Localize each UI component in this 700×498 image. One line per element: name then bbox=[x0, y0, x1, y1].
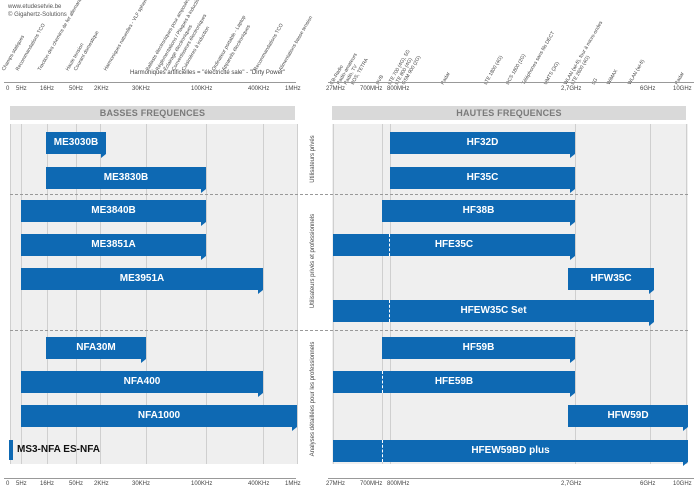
hf-source-label: Radar bbox=[439, 71, 452, 86]
category-label-professional: Analyses détaillées pour les professionn… bbox=[310, 341, 316, 457]
product-bar-hfe35c[interactable]: HFE35C bbox=[333, 234, 575, 260]
tick-label: 10GHz bbox=[673, 481, 692, 487]
tick-label: 30KHz bbox=[132, 86, 151, 92]
product-bar-hfew35c-set[interactable]: HFEW35C Set bbox=[333, 300, 654, 326]
product-bar-me3840b[interactable]: ME3840B bbox=[21, 200, 206, 226]
product-bar-hf32d[interactable]: HF32D bbox=[390, 132, 575, 158]
tick-label: 700MHz bbox=[360, 481, 383, 487]
hf-source-label: WiMAX bbox=[605, 68, 620, 86]
hf-source-label: WLAN (wi-fi), four à micro-ondes bbox=[562, 20, 605, 86]
bar-marker bbox=[389, 234, 390, 256]
tick-label: 27MHz bbox=[326, 86, 346, 92]
hf-source-label: DVB bbox=[374, 74, 386, 86]
product-bar-nfa30m[interactable]: NFA30M bbox=[46, 337, 146, 363]
tick-label: 1MHz bbox=[285, 86, 301, 92]
tick-label: 800MHz bbox=[387, 481, 410, 487]
ms3-nfa-marker bbox=[9, 440, 13, 460]
product-bar-nfa400[interactable]: NFA400 bbox=[21, 371, 263, 397]
product-bar-hf38b[interactable]: HF38B bbox=[382, 200, 575, 226]
lf-harmonics-note: Harmoniques artificielles = "électricité… bbox=[130, 70, 286, 76]
product-bar-me3830b[interactable]: ME3830B bbox=[46, 167, 206, 193]
tick-label: 6GHz bbox=[640, 86, 656, 92]
category-label-private: Utilisateurs privés bbox=[310, 135, 316, 183]
tick-label: 30KHz bbox=[132, 481, 151, 487]
tick-label: 10GHz bbox=[673, 86, 692, 92]
tick-label: 2,7GHz bbox=[561, 481, 582, 487]
hf-bottom-axis bbox=[328, 478, 694, 479]
tick-label: 800MHz bbox=[387, 86, 410, 92]
product-bar-me3030b[interactable]: ME3030B bbox=[46, 132, 106, 158]
product-bar-hf59b[interactable]: HF59B bbox=[382, 337, 575, 363]
product-bar-nfa1000[interactable]: NFA1000 bbox=[21, 405, 297, 431]
bar-marker bbox=[382, 371, 383, 393]
hf-section-header: HAUTES FREQUENCES bbox=[332, 106, 686, 120]
bar-marker bbox=[389, 300, 390, 322]
tick-label: 100KHz bbox=[191, 481, 213, 487]
tick-label: 2,7GHz bbox=[561, 86, 582, 92]
product-bar-hf35c[interactable]: HF35C bbox=[390, 167, 575, 193]
tick-label: 5Hz bbox=[16, 86, 27, 92]
copyright: © Gigahertz-Solutions bbox=[8, 12, 67, 18]
tick-label: 100KHz bbox=[191, 86, 213, 92]
tick-label: 700MHz bbox=[360, 86, 383, 92]
tick-label: 50Hz bbox=[69, 481, 84, 487]
lf-top-axis bbox=[4, 82, 296, 83]
tick-label: 16Hz bbox=[40, 86, 55, 92]
tick-label: 0 bbox=[6, 481, 10, 487]
tick-label: 5Hz bbox=[16, 481, 27, 487]
hf-source-label: Radar bbox=[673, 71, 686, 86]
tick-label: 27MHz bbox=[326, 481, 346, 487]
product-bar-me3951a[interactable]: ME3951A bbox=[21, 268, 263, 294]
category-separator bbox=[10, 194, 688, 195]
product-bar-hfew59bd-plus[interactable]: HFEW59BD plus bbox=[333, 440, 688, 466]
category-label-private-pro: Utilisateurs privés et professionnels bbox=[310, 213, 316, 309]
product-bar-hfe59b[interactable]: HFE59B bbox=[333, 371, 575, 397]
hf-top-axis bbox=[328, 82, 694, 83]
tick-label: 2KHz bbox=[94, 481, 109, 487]
category-separator bbox=[10, 330, 688, 331]
tick-label: 2KHz bbox=[94, 86, 109, 92]
tick-label: 0 bbox=[6, 86, 10, 92]
product-label-ms3-nfa-es-nfa[interactable]: MS3-NFA ES-NFA bbox=[17, 444, 100, 455]
tick-label: 16Hz bbox=[40, 481, 55, 487]
site-url: www.etudesetvie.be bbox=[8, 4, 62, 10]
tick-label: 6GHz bbox=[640, 481, 656, 487]
product-bar-me3851a[interactable]: ME3851A bbox=[21, 234, 206, 260]
lf-bottom-axis bbox=[4, 478, 296, 479]
tick-label: 400KHz bbox=[248, 481, 270, 487]
bar-marker bbox=[382, 440, 383, 462]
product-bar-hfw59d[interactable]: HFW59D bbox=[568, 405, 688, 431]
lf-source-label: Harmoniques naturelles - VLF spherics bbox=[102, 0, 152, 72]
tick-label: 400KHz bbox=[248, 86, 270, 92]
tick-label: 1MHz bbox=[285, 481, 301, 487]
tick-label: 50Hz bbox=[69, 86, 84, 92]
lf-section-header: BASSES FREQUENCES bbox=[10, 106, 295, 120]
product-bar-hfw35c[interactable]: HFW35C bbox=[568, 268, 654, 294]
